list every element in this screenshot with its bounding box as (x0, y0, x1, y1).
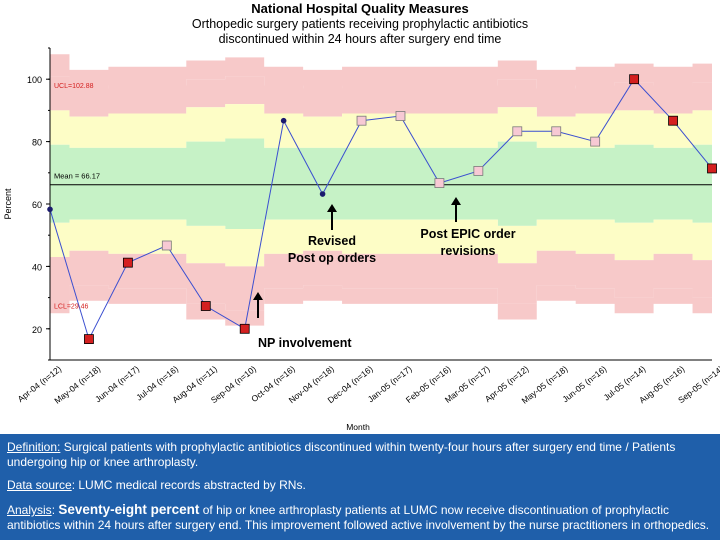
definition-paragraph: Definition: Surgical patients with proph… (7, 440, 715, 470)
data-point-2 (122, 257, 133, 268)
y-tick-label: 80 (32, 138, 42, 148)
x-axis-title: Month (346, 422, 370, 432)
data-point-7 (319, 191, 326, 197)
annotation-arrowhead-revised (327, 204, 337, 212)
analysis-highlight: Seventy-eight percent (58, 502, 200, 517)
data-point-8 (356, 115, 367, 126)
analysis-paragraph: Analysis: Seventy-eight percent of hip o… (7, 502, 715, 533)
data-point-17 (707, 163, 717, 174)
series-line (49, 78, 713, 341)
annotation-epic-line2: revisions (441, 244, 496, 258)
annotation-np: NP involvement (258, 336, 352, 350)
upper-yellow-zone (50, 104, 712, 148)
source-paragraph: Data source: LUMC medical records abstra… (7, 478, 715, 493)
footer-panel: Definition: Surgical patients with proph… (0, 434, 720, 540)
chart-subtitle-line2: discontinued within 24 hours after surge… (218, 32, 502, 46)
data-point-10 (434, 178, 445, 188)
data-point-4 (200, 301, 211, 311)
definition-label: Definition: (7, 440, 61, 454)
annotation-arrowhead-epic (451, 197, 461, 205)
data-point-0 (47, 206, 53, 213)
annotation-revised-line2: Post op orders (288, 251, 376, 265)
data-point-5 (239, 323, 250, 334)
source-text: : LUMC medical records abstracted by RNs… (71, 478, 306, 492)
y-tick-label: 100 (27, 75, 42, 85)
annotation-revised-line1: Revised (308, 234, 356, 248)
chart-title: National Hospital Quality Measures (251, 1, 469, 16)
chart-subtitle-line1: Orthopedic surgery patients receiving pr… (191, 17, 529, 31)
upper-warning-zone (50, 76, 712, 117)
annotation-epic-line1: Post EPIC order (420, 227, 515, 241)
data-point-13 (551, 126, 562, 137)
annotation-arrowhead-np (253, 292, 263, 300)
data-point-16 (668, 115, 678, 126)
lower-red-zone (50, 285, 712, 326)
y-tick-label: 60 (32, 200, 42, 210)
center-green-zone (50, 138, 712, 229)
y-axis-title: Percent (3, 188, 13, 220)
y-tick-label: 40 (32, 262, 42, 272)
control-chart: 20 40 60 80 100 Mean = 66.17 UCL=102.88 LCL=29.… (3, 47, 720, 432)
data-point-9 (395, 111, 406, 121)
source-label: Data source (7, 478, 72, 492)
data-point-11 (473, 166, 484, 176)
data-point-12 (512, 126, 523, 137)
data-point-6 (280, 117, 287, 124)
y-tick-label: 20 (32, 325, 42, 335)
definition-text: Surgical patients with prophylactic anti… (7, 440, 676, 469)
analysis-colon: : (51, 503, 59, 517)
upper-red-zone (50, 54, 712, 89)
ucl-label: UCL=102.88 (54, 83, 94, 90)
analysis-text: of hip or knee arthroplasty patients at … (7, 503, 710, 532)
lower-warning-zone (50, 250, 712, 311)
data-point-3 (161, 240, 172, 251)
analysis-label: Analysis (7, 503, 52, 517)
data-point-1 (84, 334, 94, 344)
data-point-14 (590, 136, 601, 147)
lower-yellow-zone (50, 219, 712, 267)
mean-label: Mean = 66.17 (54, 172, 100, 181)
lcl-label: LCL=29.46 (54, 303, 89, 310)
data-point-15 (629, 74, 640, 85)
